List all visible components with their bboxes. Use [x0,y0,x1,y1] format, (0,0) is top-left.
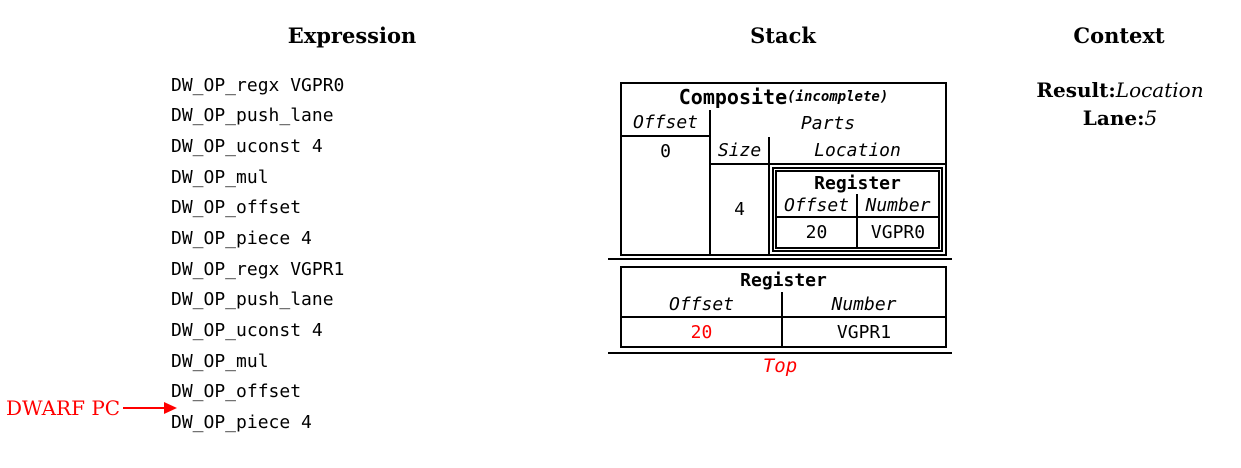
composite-parts-header: Parts [800,113,856,134]
dwarf-pc-arrowhead-icon [164,402,178,414]
expression-op: DW_OP_offset [171,197,302,219]
part-size-value: 4 [734,199,745,220]
context-result-line: Result:Location [1020,78,1220,106]
register-number-header: Number [783,292,945,318]
stack-entry-composite: Composite (incomplete) Offset 0 Parts Siz… [620,82,947,256]
lane-label: Lane: [1082,106,1145,130]
composite-title-text: Composite [678,85,788,109]
context-lane-line: Lane:5 [1020,106,1220,134]
expression-op: DW_OP_push_lane [171,105,334,127]
composite-parts-body: Size 4 Location Register Offset [711,137,945,254]
register-columns: Offset 20 Number VGPR1 [622,292,945,346]
stack-column-title: Stack [750,23,816,48]
expression-op: DW_OP_regx VGPR1 [171,258,345,280]
composite-incomplete-tag: (incomplete) [787,89,889,105]
register-number-column: Number VGPR1 [783,292,945,346]
expression-op: DW_OP_offset [171,381,302,403]
expression-op: DW_OP_uconst 4 [171,319,323,341]
composite-title: Composite (incomplete) [622,84,945,110]
nested-register-offset-header: Offset [777,194,856,218]
part-size-column: Size 4 [711,137,770,254]
register-number-value: VGPR1 [836,321,892,343]
composite-parts-column: Parts Size 4 Location Register [711,110,945,254]
register-offset-header: Offset [622,292,781,318]
dwarf-pc-label: DWARF PC [6,396,121,420]
nested-register-table: Register Offset 20 Number VGPR0 [772,167,943,252]
composite-offset-value: 0 [660,140,671,162]
stack-entry-register: Register Offset 20 Number VGPR1 [620,266,947,348]
expression-op: DW_OP_regx VGPR0 [171,74,345,96]
part-size-header: Size [711,137,768,165]
expression-op: DW_OP_mul [171,166,269,188]
stack-separator-line [608,258,952,260]
part-location-body: Register Offset 20 Number VGPR0 [770,165,945,254]
composite-offset-column: Offset 0 [622,110,711,254]
expression-op: DW_OP_mul [171,350,269,372]
composite-body: Offset 0 Parts Size 4 Location Re [622,110,945,254]
nested-register-offset-column: Offset 20 [777,194,858,247]
nested-register-offset-value: 20 [805,222,828,243]
lane-value: 5 [1144,106,1158,130]
stack-top-label: Top [762,355,798,377]
composite-offset-header: Offset [622,110,709,137]
expression-column-title: Expression [287,23,417,48]
expression-op: DW_OP_push_lane [171,289,334,311]
stack-bottom-separator-line [608,352,952,354]
expression-op: DW_OP_uconst 4 [171,136,323,158]
register-offset-value: 20 [690,321,713,343]
context-column-title: Context [1073,23,1165,48]
nested-register-number-column: Number VGPR0 [858,194,938,247]
part-location-header: Location [770,137,945,165]
expression-op: DW_OP_piece 4 [171,228,312,250]
context-panel: Result:Location Lane:5 [1020,78,1220,134]
dwarf-pc-arrow-line [123,407,165,409]
nested-register-columns: Offset 20 Number VGPR0 [777,194,938,247]
result-value: Location [1115,78,1204,102]
nested-register-number-value: VGPR0 [870,222,926,243]
register-offset-column: Offset 20 [622,292,783,346]
result-label: Result: [1036,78,1116,102]
part-location-column: Location Register Offset 20 [770,137,945,254]
dwarf-pc-pointer: DWARF PC [6,396,178,420]
expression-list: DW_OP_regx VGPR0 DW_OP_push_lane DW_OP_uco… [171,70,344,438]
register-title: Register [740,269,827,291]
nested-register-number-header: Number [858,194,938,218]
nested-register-title: Register [814,172,901,194]
expression-op: DW_OP_piece 4 [171,411,312,433]
